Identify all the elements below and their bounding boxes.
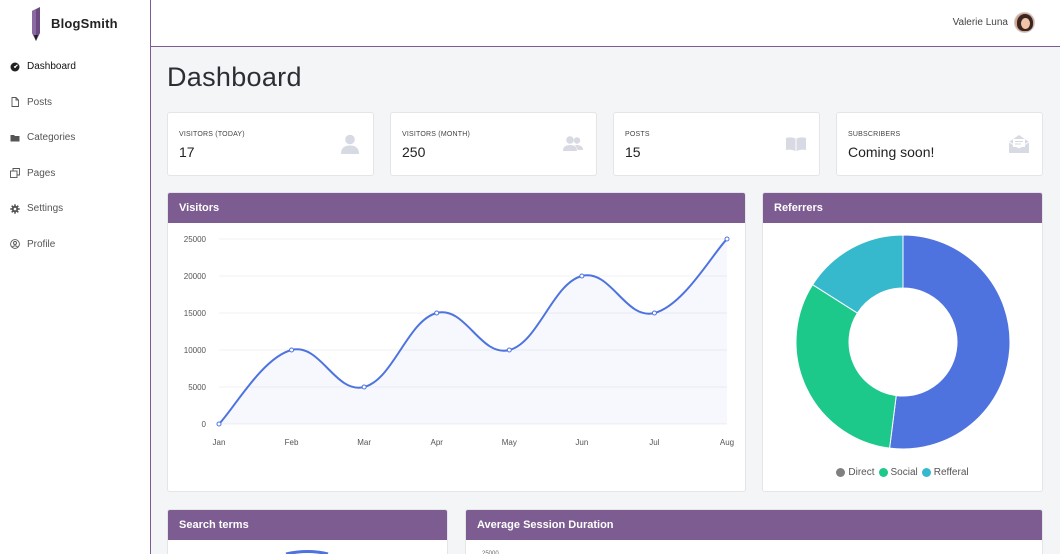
gear-icon — [10, 204, 20, 214]
brand[interactable]: BlogSmith — [0, 0, 150, 47]
topbar: Valerie Luna — [151, 0, 1060, 47]
user-icon — [341, 134, 359, 154]
sidebar-item-label: Profile — [27, 238, 56, 250]
x-tick-label: Feb — [285, 438, 299, 447]
legend-label: Refferal — [933, 467, 969, 478]
sidebar: BlogSmith Dashboard Posts Categories Pag… — [0, 0, 151, 554]
avatar[interactable] — [1014, 12, 1035, 33]
y-tick-label: 0 — [202, 420, 207, 429]
referrers-donut-chart — [795, 234, 1011, 450]
stat-card-subscribers: SUBSCRIBERS Coming soon! — [836, 112, 1043, 176]
envelope-icon — [1008, 135, 1030, 153]
sidebar-item-label: Categories — [27, 132, 76, 144]
user-menu[interactable]: Valerie Luna — [953, 12, 1035, 33]
x-tick-label: Mar — [357, 438, 371, 447]
y-tick-label: 25000 — [184, 235, 207, 244]
page-title: Dashboard — [167, 62, 302, 92]
x-tick-label: Apr — [430, 438, 443, 447]
sidebar-item-profile[interactable]: Profile — [0, 227, 150, 263]
brand-logo-icon — [32, 6, 40, 41]
sidebar-item-label: Settings — [27, 203, 64, 215]
file-icon — [10, 97, 20, 108]
sidebar-item-settings[interactable]: Settings — [0, 191, 150, 227]
user-name: Valerie Luna — [952, 17, 1008, 28]
avg-session-panel: Average Session Duration 25000 — [465, 509, 1043, 554]
series-line — [218, 238, 728, 425]
sidebar-item-pages[interactable]: Pages — [0, 156, 150, 192]
book-icon — [786, 137, 806, 151]
data-point — [506, 347, 512, 353]
pie-slice-social — [795, 283, 897, 449]
x-tick-label: May — [502, 438, 517, 447]
y-tick-label: 15000 — [184, 309, 207, 318]
stat-card-visitors-today: VISITORS (TODAY) 17 — [167, 112, 374, 176]
stat-label: VISITORS (MONTH) — [402, 131, 471, 138]
panel-title: Referrers — [763, 193, 1042, 223]
data-point — [651, 310, 657, 316]
panel-title: Search terms — [168, 510, 447, 540]
legend-item-referral[interactable]: Refferal — [921, 467, 969, 478]
user-circle-icon — [10, 239, 20, 250]
sidebar-item-label: Dashboard — [27, 61, 76, 73]
search-terms-panel: Search terms — [167, 509, 448, 554]
pages-icon — [10, 168, 20, 179]
data-point — [289, 347, 295, 353]
sidebar-item-label: Pages — [27, 167, 56, 179]
data-point — [434, 310, 440, 316]
users-icon — [563, 136, 583, 151]
stat-value: 15 — [625, 144, 641, 160]
x-tick-label: Jul — [649, 438, 659, 447]
legend-swatch — [921, 468, 931, 477]
stat-value: 250 — [402, 144, 426, 160]
pie-slice-refferal — [811, 234, 904, 314]
dashboard-icon — [10, 62, 20, 72]
panel-title: Average Session Duration — [466, 510, 1042, 540]
y-tick-label: 20000 — [184, 272, 207, 281]
legend-label: Social — [890, 467, 918, 478]
legend-swatch — [836, 468, 846, 477]
x-tick-label: Jan — [213, 438, 226, 447]
visitors-panel: Visitors 0 5000 10000 15000 20000 25000 Jan Feb… — [167, 192, 746, 492]
stat-label: POSTS — [625, 131, 650, 138]
data-point — [361, 384, 367, 390]
data-point — [579, 273, 585, 279]
y-tick-label: 25000 — [482, 551, 499, 554]
sidebar-nav: Dashboard Posts Categories Pages Setting… — [0, 49, 150, 262]
legend-item-social[interactable]: Social — [878, 467, 918, 478]
panel-title: Visitors — [168, 193, 745, 223]
x-tick-label: Jun — [575, 438, 588, 447]
sidebar-item-label: Posts — [27, 96, 53, 108]
stat-card-visitors-month: VISITORS (MONTH) 250 — [390, 112, 597, 176]
pie-slice-direct — [889, 234, 1011, 450]
stat-label: SUBSCRIBERS — [848, 131, 901, 138]
search-terms-chart — [285, 550, 329, 554]
data-point — [724, 236, 730, 242]
sidebar-item-posts[interactable]: Posts — [0, 85, 150, 121]
legend-swatch — [878, 468, 888, 477]
stat-value: Coming soon! — [848, 144, 935, 160]
y-tick-label: 5000 — [188, 383, 206, 392]
x-tick-label: Aug — [720, 438, 734, 447]
legend-item-direct[interactable]: Direct — [836, 467, 875, 478]
sidebar-item-categories[interactable]: Categories — [0, 120, 150, 156]
visitors-line-chart: 0 5000 10000 15000 20000 25000 Jan Feb Mar Apr May… — [184, 235, 734, 447]
sidebar-item-dashboard[interactable]: Dashboard — [0, 49, 150, 85]
stat-card-posts: POSTS 15 — [613, 112, 820, 176]
folder-icon — [10, 133, 20, 143]
referrers-panel: Referrers Direct Social Refferal — [762, 192, 1043, 492]
stat-value: 17 — [179, 144, 195, 160]
stat-label: VISITORS (TODAY) — [179, 131, 245, 138]
chart-legend: Direct Social Refferal — [763, 467, 1042, 478]
legend-label: Direct — [848, 467, 875, 478]
brand-name: BlogSmith — [51, 16, 118, 31]
data-point — [216, 421, 222, 427]
y-tick-label: 10000 — [184, 346, 207, 355]
